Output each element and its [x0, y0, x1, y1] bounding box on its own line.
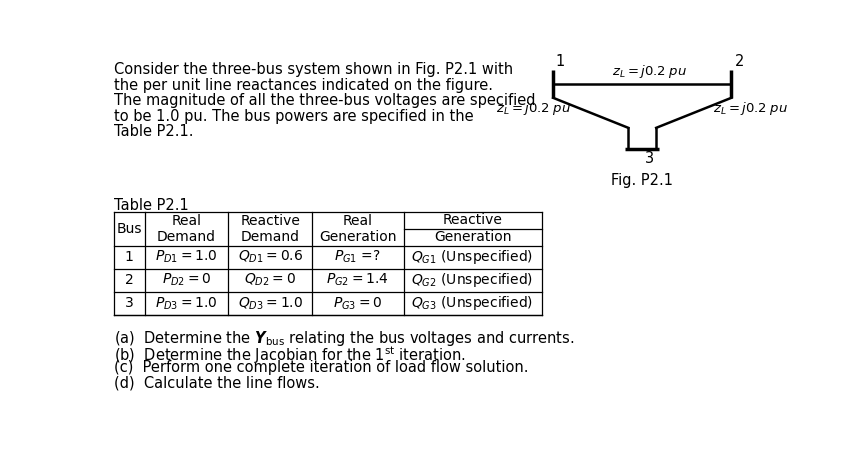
Text: (a)  Determine the $\boldsymbol{Y}_{\mathrm{bus}}$ relating the bus voltages and: (a) Determine the $\boldsymbol{Y}_{\math…: [114, 329, 574, 348]
Text: 1: 1: [125, 250, 133, 264]
Text: $P_{D2} = 0$: $P_{D2} = 0$: [162, 272, 212, 288]
Text: $z_L = j0.2$ pu: $z_L = j0.2$ pu: [713, 101, 789, 117]
Text: Table P2.1.: Table P2.1.: [114, 124, 194, 139]
Text: (d)  Calculate the line flows.: (d) Calculate the line flows.: [114, 375, 319, 390]
Text: to be 1.0 pu. The bus powers are specified in the: to be 1.0 pu. The bus powers are specifi…: [114, 109, 473, 124]
Text: Reactive: Reactive: [443, 213, 502, 227]
Text: Table P2.1: Table P2.1: [114, 198, 188, 213]
Text: Consider the three-bus system shown in Fig. P2.1 with: Consider the three-bus system shown in F…: [114, 62, 513, 77]
Text: Real
Generation: Real Generation: [319, 214, 396, 244]
Text: $Q_{D1} = 0.6$: $Q_{D1} = 0.6$: [237, 249, 303, 266]
Text: $z_L = j0.2$ pu: $z_L = j0.2$ pu: [612, 63, 688, 80]
Text: $P_{D1} = 1.0$: $P_{D1} = 1.0$: [156, 249, 218, 266]
Text: $Q_{G2}$ (Unspecified): $Q_{G2}$ (Unspecified): [411, 271, 533, 289]
Text: $P_{G2} = 1.4$: $P_{G2} = 1.4$: [327, 272, 390, 288]
Text: $P_{D3} = 1.0$: $P_{D3} = 1.0$: [156, 295, 218, 312]
Text: $z_L = j0.2$ pu: $z_L = j0.2$ pu: [496, 101, 571, 117]
Text: $Q_{D3} = 1.0$: $Q_{D3} = 1.0$: [237, 295, 303, 312]
Text: Generation: Generation: [433, 230, 512, 244]
Text: 2: 2: [734, 54, 744, 68]
Text: $Q_{G3}$ (Unspecified): $Q_{G3}$ (Unspecified): [411, 294, 533, 313]
Text: 3: 3: [645, 151, 654, 166]
Text: 2: 2: [125, 273, 133, 287]
Text: (b)  Determine the Jacobian for the 1$^{\mathrm{st}}$ iteration.: (b) Determine the Jacobian for the 1$^{\…: [114, 344, 465, 366]
Text: $P_{G3} = 0$: $P_{G3} = 0$: [333, 295, 383, 312]
Text: The magnitude of all the three-bus voltages are specified: The magnitude of all the three-bus volta…: [114, 93, 535, 108]
Text: the per unit line reactances indicated on the figure.: the per unit line reactances indicated o…: [114, 78, 493, 93]
Text: $Q_{G1}$ (Unspecified): $Q_{G1}$ (Unspecified): [411, 248, 533, 266]
Text: 1: 1: [556, 54, 565, 68]
Text: $Q_{D2} = 0$: $Q_{D2} = 0$: [244, 272, 296, 288]
Text: Fig. P2.1: Fig. P2.1: [611, 172, 673, 188]
Text: $P_{G1}$ =?: $P_{G1}$ =?: [335, 249, 381, 266]
Text: Bus: Bus: [116, 222, 142, 236]
Text: Reactive
Demand: Reactive Demand: [240, 214, 300, 244]
Text: 3: 3: [125, 296, 133, 310]
Text: Real
Demand: Real Demand: [157, 214, 216, 244]
Text: (c)  Perform one complete iteration of load flow solution.: (c) Perform one complete iteration of lo…: [114, 360, 528, 375]
